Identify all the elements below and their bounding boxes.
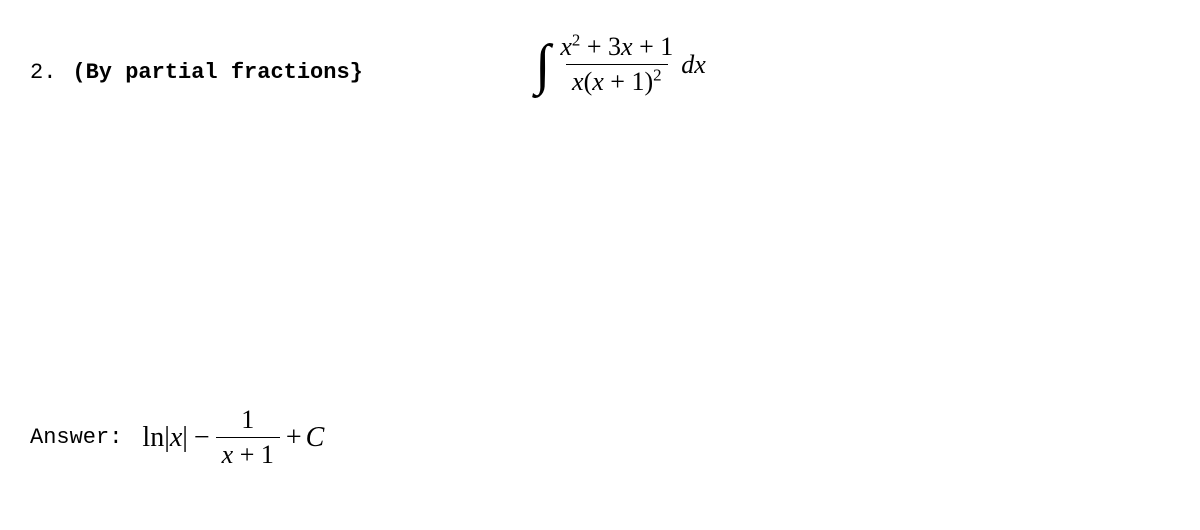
problem-method-label: (By partial fractions} bbox=[72, 60, 362, 85]
integrand-fraction: x2 + 3x + 1 x(x + 1)2 bbox=[554, 32, 679, 97]
ln-text: ln bbox=[142, 422, 164, 454]
problem-row: 2. (By partial fractions} ∫ x2 + 3x + 1 … bbox=[30, 60, 1170, 85]
answer-row: Answer: ln | x | − 1 x + 1 + C bbox=[30, 405, 324, 470]
answer-fraction-denominator: x + 1 bbox=[216, 437, 280, 470]
problem-number: 2. bbox=[30, 60, 56, 85]
differential: dx bbox=[681, 50, 706, 80]
integration-constant: C bbox=[306, 422, 325, 454]
plus-sign: + bbox=[286, 422, 302, 454]
integrand-numerator: x2 + 3x + 1 bbox=[554, 32, 679, 64]
answer-label: Answer: bbox=[30, 425, 122, 450]
minus-sign: − bbox=[194, 422, 210, 454]
integral-sign: ∫ bbox=[535, 37, 550, 93]
answer-fraction: 1 x + 1 bbox=[216, 405, 280, 470]
abs-close: | bbox=[182, 422, 188, 454]
abs-variable: x bbox=[170, 422, 182, 454]
integrand-denominator: x(x + 1)2 bbox=[566, 64, 668, 97]
answer-fraction-numerator: 1 bbox=[235, 405, 260, 437]
integral-expression: ∫ x2 + 3x + 1 x(x + 1)2 dx bbox=[535, 32, 706, 97]
answer-expression: ln | x | − 1 x + 1 + C bbox=[142, 405, 324, 470]
